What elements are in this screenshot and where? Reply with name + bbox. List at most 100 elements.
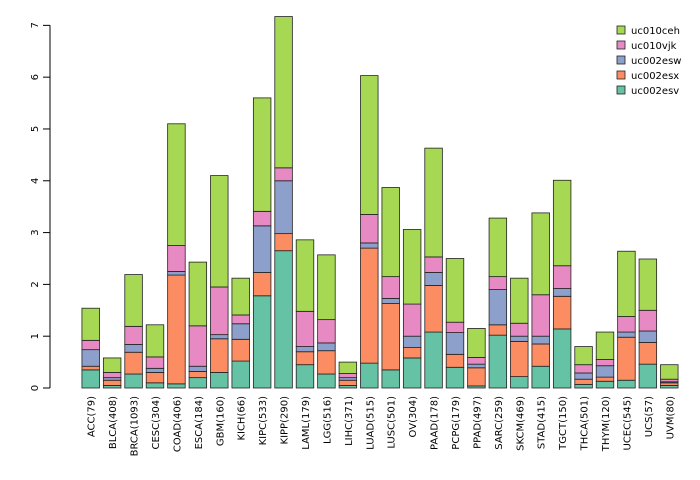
bar-segment-uc002esw-13	[360, 242, 379, 249]
bar-segment-uc010ceh-8	[252, 97, 272, 212]
bar-segment-uc002esv-23	[574, 383, 593, 389]
bar-segment-uc002esv-21	[531, 365, 550, 389]
bar-segment-uc010ceh-14	[381, 187, 400, 278]
bar-segment-uc002esx-19	[488, 324, 508, 336]
bar-segment-uc010ceh-13	[360, 75, 379, 215]
bar-segment-uc010vjk-9	[274, 167, 293, 182]
legend-label-uc010vjk: uc010vjk	[631, 41, 677, 52]
x-tick-label: SARC(259)	[494, 396, 505, 450]
bar-segment-uc002esw-5	[188, 365, 208, 372]
bar-segment-uc010vjk-21	[531, 294, 550, 337]
bar-segment-uc010vjk-26	[638, 309, 658, 332]
bar-segment-uc002esx-15	[402, 347, 422, 359]
bar-segment-uc002esv-8	[252, 295, 272, 389]
bar-segment-uc002esv-14	[381, 369, 400, 389]
x-tick-label: ESCA(184)	[194, 396, 205, 449]
bar-segment-uc002esw-17	[445, 332, 465, 355]
y-tick-label: 5	[30, 126, 41, 132]
bar-segment-uc010ceh-26	[638, 258, 658, 311]
bar-segment-uc002esw-15	[402, 335, 422, 348]
bar-segment-uc002esv-13	[360, 362, 379, 389]
bar-segment-uc002esv-26	[638, 363, 658, 389]
bar-segment-uc002esv-22	[552, 328, 572, 389]
bar-segment-uc002esv-15	[402, 357, 422, 389]
x-tick-label: LUAD(515)	[365, 396, 376, 450]
x-tick-label: UCEC(545)	[622, 396, 633, 451]
bar-segment-uc010vjk-14	[381, 276, 400, 299]
x-tick-label: LAML(179)	[301, 396, 312, 450]
x-tick-label: UCS(57)	[644, 396, 655, 437]
bar-segment-uc002esx-9	[274, 233, 293, 252]
bar-segment-uc002esv-10	[295, 364, 315, 389]
bar-segment-uc010ceh-25	[617, 250, 636, 317]
bar-segment-uc010vjk-19	[488, 276, 508, 290]
bar-segment-uc002esv-20	[510, 376, 529, 389]
bar-segment-uc010vjk-8	[252, 210, 272, 227]
bar-segment-uc002esw-11	[317, 342, 336, 352]
bar-segment-uc010ceh-2	[124, 274, 143, 327]
bar-segment-uc002esw-16	[424, 272, 443, 286]
bar-segment-uc010vjk-4	[167, 245, 186, 272]
bar-segment-uc002esx-17	[445, 353, 465, 368]
y-tick-label: 0	[30, 385, 41, 391]
bar-segment-uc002esx-22	[552, 295, 572, 330]
bar-segment-uc002esw-25	[617, 331, 636, 338]
bar-segment-uc002esv-11	[317, 373, 336, 389]
bar-segment-uc002esx-8	[252, 272, 272, 297]
bars-group	[81, 16, 679, 389]
bar-segment-uc010ceh-6	[210, 175, 229, 288]
bar-segment-uc002esv-9	[274, 250, 293, 389]
bar-segment-uc002esx-13	[360, 247, 379, 364]
y-tick-label: 3	[30, 229, 41, 235]
bar-segment-uc010ceh-24	[595, 331, 615, 360]
bar-segment-uc010ceh-7	[231, 277, 250, 316]
bar-segment-uc002esx-16	[424, 285, 443, 333]
bar-segment-uc002esw-23	[574, 372, 593, 380]
bar-segment-uc002esx-5	[188, 371, 208, 379]
x-tick-label: STAD(415)	[537, 396, 548, 449]
bar-segment-uc002esx-4	[167, 274, 186, 385]
bar-segment-uc010ceh-11	[317, 254, 336, 321]
bar-segment-uc010vjk-12	[338, 373, 358, 379]
y-tick-label: 7	[30, 22, 41, 28]
x-tick-label: THYM(120)	[601, 396, 612, 452]
bar-segment-uc010vjk-1	[102, 372, 122, 379]
bar-segment-uc002esw-10	[295, 346, 315, 353]
x-tick-label: UVM(80)	[665, 396, 676, 439]
x-tick-label: SKCM(469)	[515, 396, 526, 451]
bar-segment-uc002esx-2	[124, 351, 143, 375]
bar-segment-uc002esw-6	[210, 334, 229, 340]
bar-segment-uc010vjk-11	[317, 319, 336, 344]
bar-segment-uc010vjk-5	[188, 325, 208, 367]
bar-segment-uc002esw-4	[167, 271, 186, 276]
bar-segment-uc010ceh-0	[81, 307, 100, 341]
bar-segment-uc002esv-24	[595, 380, 615, 389]
bar-segment-uc002esw-2	[124, 344, 143, 353]
legend-swatch-uc010ceh	[616, 25, 626, 35]
legend-swatch-uc002esx	[616, 70, 626, 80]
bar-segment-uc010vjk-3	[145, 356, 165, 369]
x-tick-label: THCA(501)	[580, 396, 591, 451]
x-tick-label: LGG(516)	[322, 396, 333, 444]
x-tick-label: BRCA(1093)	[130, 396, 141, 456]
bar-segment-uc002esv-19	[488, 334, 508, 389]
bar-segment-uc002esx-10	[295, 351, 315, 366]
bar-segment-uc002esw-8	[252, 225, 272, 273]
bar-segment-uc010vjk-13	[360, 214, 379, 244]
bar-segment-uc002esx-24	[595, 376, 615, 382]
bar-segment-uc002esx-7	[231, 338, 250, 362]
bar-segment-uc010ceh-5	[188, 261, 208, 327]
bar-segment-uc002esv-17	[445, 366, 465, 389]
bar-segment-uc002esw-0	[81, 349, 100, 367]
bar-segment-uc002esv-5	[188, 377, 208, 389]
bar-segment-uc002esw-7	[231, 323, 250, 340]
bar-segment-uc010ceh-23	[574, 346, 593, 366]
x-tick-label: PCPG(179)	[451, 396, 462, 450]
bar-segment-uc010vjk-7	[231, 314, 250, 325]
legend: uc010ceh uc010vjk uc002esw uc002esx uc002esv	[616, 25, 681, 97]
y-tick-label: 1	[30, 333, 41, 339]
bar-segment-uc010vjk-25	[617, 316, 636, 333]
bar-segment-uc010ceh-3	[145, 324, 165, 358]
y-tick-label: 6	[30, 74, 41, 80]
bar-segment-uc010vjk-15	[402, 303, 422, 337]
